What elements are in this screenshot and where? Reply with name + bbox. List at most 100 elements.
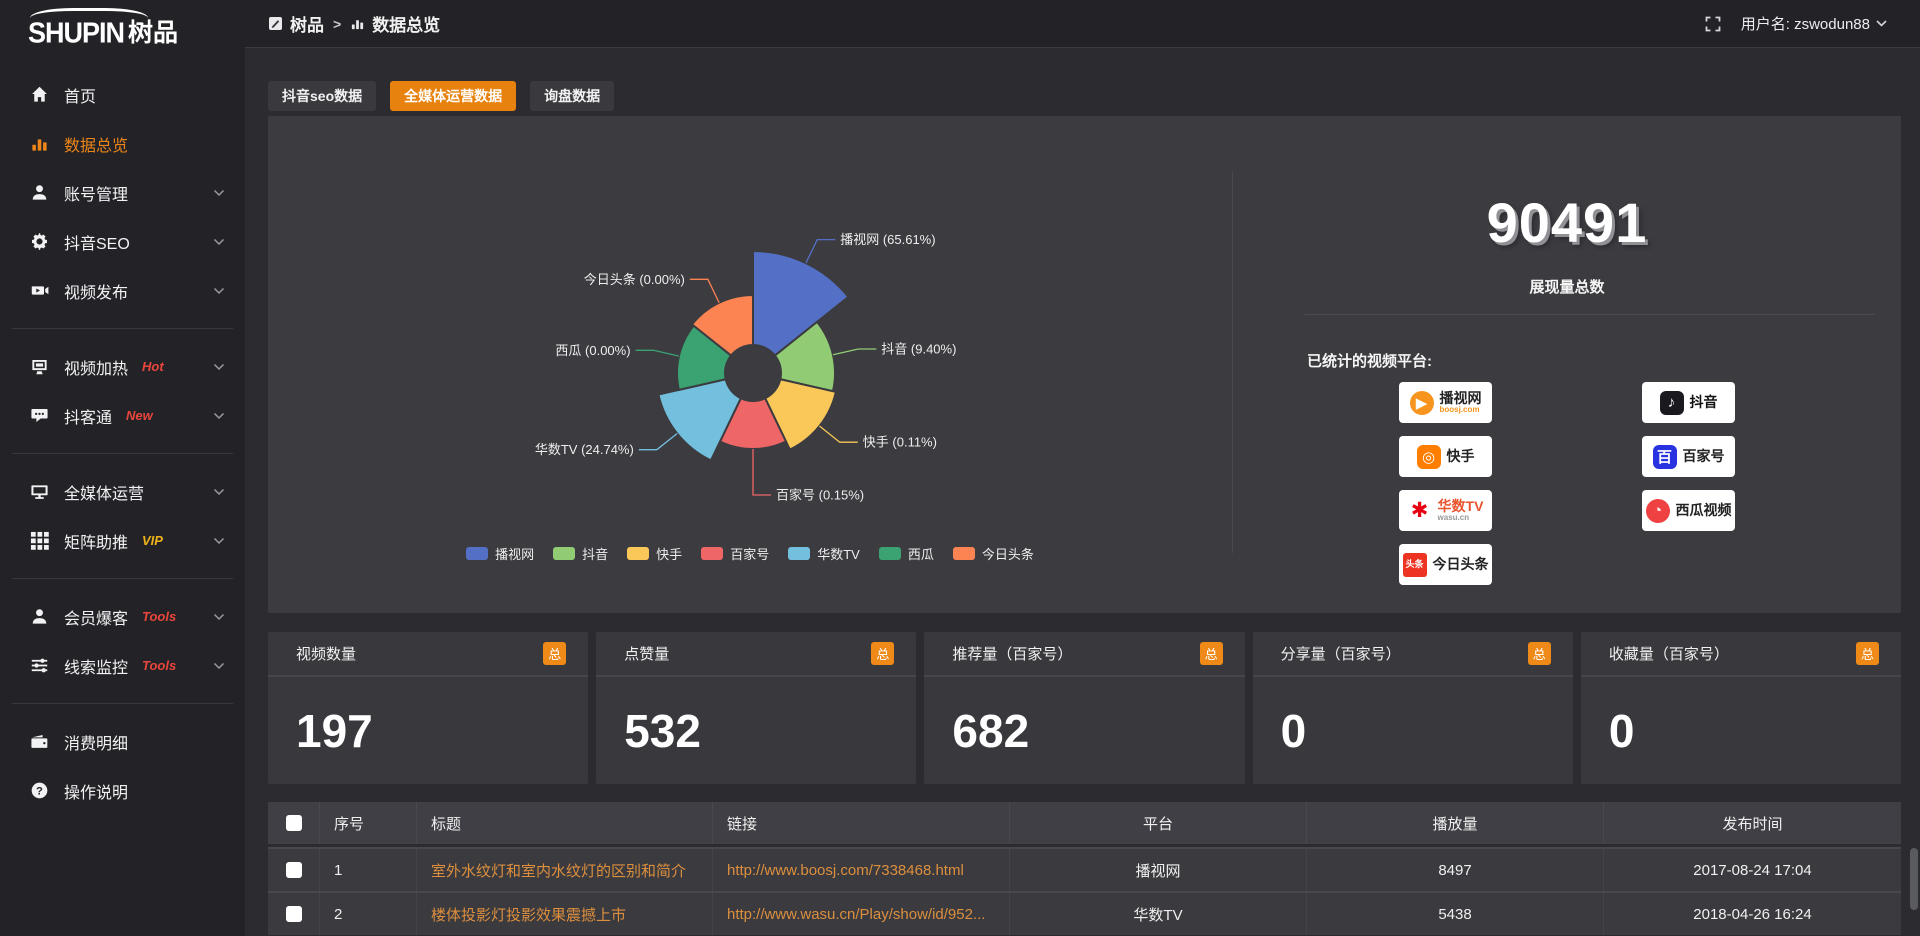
- total-badge[interactable]: 总: [543, 642, 567, 665]
- sidebar-item-视频加热[interactable]: 视频加热 Hot: [0, 342, 245, 391]
- page-scrollbar[interactable]: [1910, 848, 1918, 910]
- stat-card-分享量（百家号）: 分享量（百家号） 总 0: [1252, 632, 1573, 784]
- platform-badge-百家号[interactable]: 百百家号: [1642, 436, 1735, 477]
- stat-card-点赞量: 点赞量 总 532: [596, 632, 917, 784]
- tab-询盘数据[interactable]: 询盘数据: [530, 81, 615, 111]
- breadcrumb-item-home[interactable]: 树品: [268, 11, 324, 36]
- platform-column: ♪ 抖音百百家号 ◔ 西瓜视频: [1642, 382, 1735, 585]
- sidebar-item-操作说明[interactable]: ? 操作说明: [0, 766, 245, 815]
- cell-title: 室外水纹灯和室内水纹灯的区别和简介: [417, 849, 713, 891]
- cell-platform: 华数TV: [1010, 893, 1307, 935]
- cell-index: 2: [320, 893, 417, 935]
- logo-arc-decoration: [30, 8, 148, 18]
- platform-badge-今日头条[interactable]: 头条 今日头条: [1399, 544, 1492, 585]
- pie-label-抖音: 抖音 (9.40%): [881, 341, 956, 356]
- legend-item-华数TV[interactable]: 华数TV: [788, 544, 860, 563]
- total-badge[interactable]: 总: [871, 642, 895, 665]
- videos-table: 序号 标题 链接 平台 播放量 发布时间 1 室外水纹灯和室内水纹灯的区别和简介 http://…: [268, 802, 1901, 936]
- pie-label-西瓜: 西瓜 (0.00%): [555, 343, 630, 358]
- tab-全媒体运营数据[interactable]: 全媒体运营数据: [390, 81, 517, 111]
- total-badge[interactable]: 总: [1199, 642, 1223, 665]
- sidebar-item-抖客通[interactable]: 抖客通 New: [0, 391, 245, 440]
- sidebar-item-矩阵助推[interactable]: 矩阵助推 VIP: [0, 516, 245, 565]
- row-checkbox[interactable]: [285, 862, 302, 878]
- sidebar-item-全媒体运营[interactable]: 全媒体运营: [0, 467, 245, 516]
- pie-label-今日头条: 今日头条 (0.00%): [584, 272, 685, 287]
- pie-label-line: [752, 449, 771, 496]
- platform-name: 华数TV: [1437, 497, 1484, 514]
- legend-item-西瓜[interactable]: 西瓜: [878, 544, 934, 563]
- username-label: 用户名: zswodun88: [1740, 16, 1870, 33]
- legend-item-快手[interactable]: 快手: [627, 544, 682, 563]
- platform-badge-抖音[interactable]: ♪ 抖音: [1642, 382, 1735, 423]
- sidebar-item-会员爆客[interactable]: 会员爆客 Tools: [0, 592, 245, 641]
- platform-badge-播视网[interactable]: ▶ 播视网 boosj.com: [1399, 382, 1492, 423]
- card-header: 推荐量（百家号） 总: [924, 632, 1245, 677]
- pie-slice-播视网[interactable]: [752, 249, 850, 357]
- legend-item-百家号[interactable]: 百家号: [701, 544, 769, 563]
- chevron-down-icon: [213, 184, 225, 202]
- fullscreen-icon[interactable]: [1705, 16, 1721, 32]
- sidebar-item-视频发布[interactable]: 视频发布: [0, 266, 245, 315]
- tab-抖音seo数据[interactable]: 抖音seo数据: [268, 81, 377, 111]
- pie-slice-快手[interactable]: [763, 378, 838, 451]
- sidebar-item-消费明细[interactable]: 消费明细: [0, 717, 245, 766]
- data-tabs: 抖音seo数据 全媒体运营数据 询盘数据: [268, 81, 1901, 111]
- sidebar-item-数据总览[interactable]: 数据总览: [0, 119, 245, 168]
- sidebar-item-抖音SEO[interactable]: 抖音SEO: [0, 217, 245, 266]
- pie-slice-华数TV[interactable]: [657, 378, 743, 462]
- sidebar-item-账号管理[interactable]: 账号管理: [0, 168, 245, 217]
- total-impressions-label: 展现量总数: [1529, 279, 1605, 296]
- total-badge[interactable]: 总: [1527, 642, 1551, 665]
- cell-index: 1: [320, 849, 417, 891]
- sidebar-item-label: 抖音SEO: [64, 235, 130, 253]
- row-checkbox-cell: [268, 849, 320, 891]
- row-checkbox[interactable]: [285, 906, 302, 922]
- video-title-link[interactable]: 室外水纹灯和室内水纹灯的区别和简介: [431, 862, 687, 880]
- cell-title: 楼体投影灯投影效果震撼上市: [417, 893, 713, 935]
- sidebar-item-badge: Hot: [142, 359, 164, 374]
- rose-pie-chart[interactable]: 播视网 (65.61%) 抖音 (9.40%) 快手 (0.11%) 百家号 (0.1…: [268, 116, 1232, 586]
- total-badge[interactable]: 总: [1856, 642, 1880, 665]
- card-header: 视频数量 总: [268, 632, 589, 677]
- stat-cards: 视频数量总 197 点赞量总 532 推荐量（百家号）总 682 分享量（百家号）总 0 收藏量…: [268, 632, 1902, 784]
- sidebar-item-线索监控[interactable]: 线索监控 Tools: [0, 641, 245, 690]
- platform-name: 西瓜视频: [1675, 502, 1732, 519]
- legend-item-抖音[interactable]: 抖音: [553, 544, 608, 563]
- table-header-row: 序号 标题 链接 平台 播放量 发布时间: [268, 802, 1901, 847]
- chevron-down-icon: [213, 233, 225, 251]
- breadcrumb-item-current[interactable]: 数据总览: [350, 11, 440, 36]
- chevron-down-icon: [213, 282, 225, 300]
- chevron-down-icon: [213, 657, 225, 675]
- video-title-link[interactable]: 楼体投影灯投影效果震撼上市: [431, 906, 627, 924]
- platform-subtext: boosj.com: [1439, 404, 1480, 414]
- table-row: 2 楼体投影灯投影效果震撼上市 http://www.wasu.cn/Play/sh…: [268, 891, 1901, 935]
- column-header-views: 播放量: [1307, 802, 1604, 844]
- sidebar-item-label: 视频发布: [64, 284, 129, 302]
- legend-item-播视网[interactable]: 播视网: [466, 544, 534, 563]
- platform-badge-华数TV[interactable]: ✱ 华数TV wasu.cn: [1399, 490, 1492, 531]
- platform-badges: ▶ 播视网 boosj.com ◎ 快手 ✱ 华数TV wasu.cn 头条 今日头条 ♪ 抖音百百家…: [1233, 382, 1901, 585]
- app-logo[interactable]: SHUPIN 树品: [0, 0, 245, 58]
- platform-badge-快手[interactable]: ◎ 快手: [1399, 436, 1492, 477]
- cell-time: 2018-04-26 16:24: [1693, 905, 1812, 923]
- platform-badge-西瓜视频[interactable]: ◔ 西瓜视频: [1642, 490, 1735, 531]
- platform-name: 抖音: [1689, 394, 1718, 411]
- svg-text:?: ?: [36, 785, 43, 797]
- video-url-link[interactable]: http://www.boosj.com/7338468.html: [727, 861, 964, 879]
- sidebar-item-badge: VIP: [142, 533, 163, 548]
- chevron-down-icon: [213, 358, 225, 376]
- wallet-icon: [30, 732, 49, 751]
- grid-icon: [30, 531, 49, 550]
- menu-divider: [12, 578, 233, 579]
- pie-slice-今日头条[interactable]: [690, 293, 754, 357]
- stat-card-推荐量（百家号）: 推荐量（百家号） 总 682: [924, 632, 1245, 784]
- user-menu[interactable]: 用户名: zswodun88: [1741, 13, 1887, 34]
- sidebar-item-label: 全媒体运营: [64, 485, 145, 503]
- legend-item-今日头条[interactable]: 今日头条: [952, 544, 1034, 563]
- sidebar-item-首页[interactable]: 首页: [0, 70, 245, 119]
- video-url-link[interactable]: http://www.wasu.cn/Play/show/id/952...: [727, 905, 986, 923]
- bar-chart-icon: [352, 20, 364, 30]
- select-all-checkbox[interactable]: [285, 815, 302, 831]
